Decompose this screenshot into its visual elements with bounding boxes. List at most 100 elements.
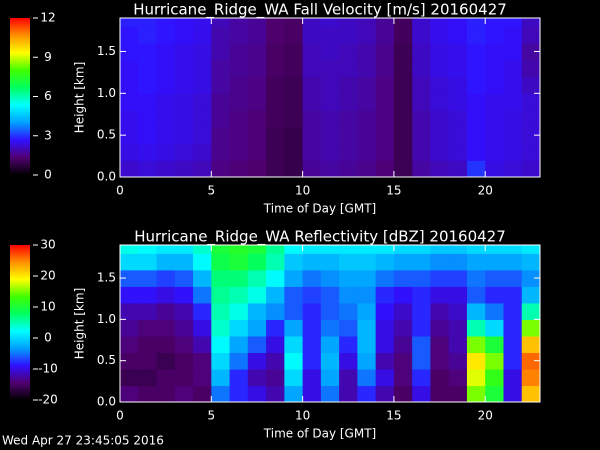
heatmap-cell: [503, 110, 523, 128]
heatmap-cell: [193, 286, 212, 304]
heatmap-cell: [466, 385, 486, 402]
colorbar-tick-label: 10: [40, 300, 55, 314]
heatmap-cell: [320, 110, 340, 128]
heatmap-cell: [485, 18, 505, 27]
heatmap-cell: [375, 93, 395, 111]
heatmap-cell: [138, 253, 158, 271]
heatmap-cell: [156, 76, 176, 94]
heatmap-cell: [211, 319, 231, 337]
heatmap-cell: [284, 110, 304, 128]
heatmap-cell: [521, 18, 540, 27]
heatmap-cell: [266, 286, 285, 304]
heatmap-cell: [503, 253, 523, 271]
heatmap-cell: [138, 335, 158, 354]
heatmap-cell: [266, 319, 285, 337]
heatmap-cell: [466, 110, 486, 128]
heatmap-cell: [393, 269, 413, 287]
heatmap-cell: [448, 126, 468, 145]
heatmap-cell: [174, 93, 194, 111]
heatmap-cell: [448, 253, 468, 271]
heatmap-cell: [120, 269, 139, 287]
heatmap-cell: [430, 26, 450, 44]
heatmap-cell: [229, 76, 249, 94]
heatmap-cell: [156, 335, 176, 354]
heatmap-cell: [375, 43, 395, 61]
heatmap-cell: [430, 76, 450, 94]
heatmap-cell: [412, 160, 432, 177]
heatmap-cell: [193, 59, 212, 78]
heatmap-cell: [120, 126, 139, 145]
heatmap-cell: [430, 245, 450, 254]
heatmap-cell: [247, 93, 267, 111]
heatmap-cell: [357, 335, 377, 354]
heatmap-cell: [448, 286, 468, 304]
heatmap-cell: [466, 368, 486, 387]
heatmap-cell: [375, 26, 395, 44]
heatmap-cell: [448, 368, 468, 387]
heatmap-cell: [266, 110, 285, 128]
heatmap-cell: [193, 76, 212, 94]
heatmap-cell: [320, 302, 340, 320]
heatmap-cell: [430, 43, 450, 61]
heatmap-cell: [247, 269, 267, 287]
heatmap-cell: [412, 302, 432, 320]
colorbar-tick-label: -20: [38, 393, 58, 407]
heatmap-cell: [448, 43, 468, 61]
heatmap-cell: [448, 269, 468, 287]
heatmap-cell: [521, 245, 540, 254]
heatmap-cell: [156, 26, 176, 44]
heatmap-cell: [357, 18, 377, 27]
heatmap-cell: [174, 352, 194, 370]
heatmap-cell: [503, 18, 523, 27]
heatmap-cell: [138, 59, 158, 78]
heatmap-cell: [393, 76, 413, 94]
heatmap-cell: [412, 368, 432, 387]
heatmap-cell: [430, 160, 450, 177]
heatmap-cell: [284, 269, 304, 287]
heatmap-cell: [302, 335, 322, 354]
heatmap-cell: [138, 126, 158, 145]
heatmap-cell: [412, 126, 432, 145]
colorbar-tick-label: 9: [44, 50, 52, 64]
heatmap-cell: [211, 126, 231, 145]
heatmap-cell: [138, 245, 158, 254]
heatmap-cell: [211, 43, 231, 61]
heatmap-cell: [193, 43, 212, 61]
heatmap-cell: [466, 76, 486, 94]
heatmap-cell: [266, 253, 285, 271]
heatmap-cell: [393, 126, 413, 145]
x-tick-label: 20: [478, 184, 493, 198]
heatmap-cell: [339, 245, 358, 254]
heatmap-cell: [466, 59, 486, 78]
heatmap-cell: [284, 43, 304, 61]
heatmap-cells: [120, 245, 540, 402]
heatmap-cell: [174, 269, 194, 287]
heatmap-cell: [485, 110, 505, 128]
heatmap-cell: [138, 269, 158, 287]
heatmap-cell: [247, 335, 267, 354]
heatmap-cell: [193, 126, 212, 145]
x-tick-label: 15: [386, 184, 401, 198]
heatmap-cell: [247, 126, 267, 145]
colorbar-tick-label: 30: [40, 238, 55, 252]
heatmap-cell: [302, 76, 322, 94]
heatmap-cell: [521, 302, 540, 320]
heatmap-cell: [320, 335, 340, 354]
heatmap-cell: [357, 302, 377, 320]
heatmap-cell: [485, 93, 505, 111]
heatmap-cell: [193, 385, 212, 402]
heatmap-cell: [375, 160, 395, 177]
heatmap-cell: [485, 26, 505, 44]
heatmap-cell: [357, 143, 377, 161]
heatmap-cell: [485, 385, 505, 402]
heatmap-cell: [174, 319, 194, 337]
heatmap-cell: [430, 59, 450, 78]
y-tick-label: 0.5: [97, 353, 116, 367]
heatmap-cell: [466, 352, 486, 370]
heatmap-cell: [156, 18, 176, 27]
heatmap-cell: [284, 286, 304, 304]
heatmap-cell: [357, 160, 377, 177]
heatmap-cell: [430, 18, 450, 27]
x-axis-label: Time of Day [GMT]: [263, 427, 376, 441]
